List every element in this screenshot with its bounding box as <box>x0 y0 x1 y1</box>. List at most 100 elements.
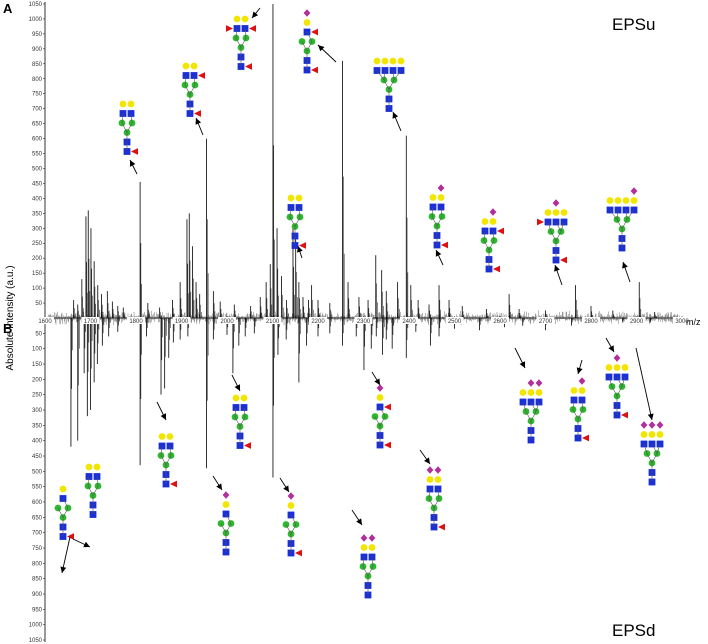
galactose-circle <box>373 57 381 65</box>
glycan-link <box>239 416 246 427</box>
annotation-arrowhead <box>60 566 67 573</box>
y-tick-label-b: 1000 <box>29 623 43 629</box>
glycan-link <box>165 455 172 466</box>
glycan-link <box>611 386 618 397</box>
galactose-circle <box>552 209 560 216</box>
sialic-diamond <box>613 354 621 362</box>
y-tick-label-b: 250 <box>32 393 43 399</box>
y-tick-label-b: 100 <box>32 347 43 353</box>
y-tick-label-b: 800 <box>32 561 43 567</box>
sialic-diamond <box>222 491 230 499</box>
glycan-link <box>160 445 163 456</box>
galactose-circle <box>233 15 241 23</box>
glycan-link <box>189 84 196 95</box>
annotation-arrowhead <box>318 45 325 52</box>
glycan-link <box>379 416 386 427</box>
sialic-diamond <box>426 466 434 474</box>
galactose-circle <box>376 394 384 401</box>
glycan-link <box>96 476 99 487</box>
galactose-circle <box>544 209 552 216</box>
y-tick-label-a: 1050 <box>29 2 43 8</box>
fucose-triangle <box>311 66 318 74</box>
glycan-link <box>483 230 486 241</box>
galactose-circle <box>59 485 67 493</box>
fucose-triangle <box>441 241 448 249</box>
galactose-circle <box>240 394 248 402</box>
y-tick-label-a: 750 <box>32 92 43 98</box>
glycan-link <box>621 376 626 387</box>
glycan-link <box>126 122 133 133</box>
glycan-link <box>383 70 386 81</box>
fucose-triangle <box>438 523 445 531</box>
sialic-diamond <box>489 208 497 216</box>
fucose-triangle <box>497 227 504 235</box>
glycan-link <box>301 41 308 52</box>
fucose-triangle <box>299 242 306 249</box>
y-tick-label-a: 400 <box>32 196 43 202</box>
x-tick-label: 1900 <box>175 319 189 325</box>
y-tick-label-a: 500 <box>32 166 43 172</box>
glycan-link <box>244 28 247 39</box>
y-tick-label-b: 1050 <box>29 638 43 644</box>
glycan-link <box>92 485 99 496</box>
sialic-diamond <box>437 184 445 192</box>
annotation-arrowhead <box>519 361 525 368</box>
annotation-arrowhead <box>608 345 614 352</box>
x-tick-label-bg <box>354 317 373 324</box>
glycan-link <box>184 84 191 95</box>
y-tick-label-b: 700 <box>32 531 43 537</box>
galactose-circle <box>481 218 489 225</box>
fucose-triangle <box>198 72 205 79</box>
annotation-arrowhead <box>622 262 628 269</box>
y-tick-label-a: 650 <box>32 122 43 128</box>
annotation-arrowhead <box>216 483 222 490</box>
galactose-circle <box>519 389 527 396</box>
glycan-link <box>87 476 90 487</box>
x-tick-label-bg <box>172 317 191 324</box>
galactose-circle <box>606 197 614 204</box>
annotation-arrowhead <box>374 378 380 385</box>
y-tick-label-b: 650 <box>32 515 43 521</box>
galactose-circle <box>437 194 445 201</box>
x-tick-label-bg <box>36 317 54 324</box>
glycan-link <box>298 207 301 218</box>
annotation-arrowhead <box>160 413 166 420</box>
y-tick-label-a: 250 <box>32 241 43 247</box>
glycan-link <box>243 407 246 418</box>
galactose-circle <box>578 387 586 394</box>
annotation-arrowhead <box>554 265 560 272</box>
glycan-link <box>608 376 613 387</box>
x-tick-label-bg <box>127 317 145 324</box>
galactose-circle <box>182 62 190 70</box>
y-tick-labels: 50 50 100 100 150 150 200 200 250 250 300 300 350 350… <box>29 2 45 644</box>
panel-a-sample-label: EPSu <box>612 15 655 34</box>
glycan-link <box>572 399 575 410</box>
galactose-circle <box>166 433 174 440</box>
glycan-link <box>646 453 653 464</box>
glycan-link <box>431 216 438 227</box>
glycan-link <box>87 485 94 496</box>
y-tick-label-a: 850 <box>32 62 43 68</box>
fucose-triangle <box>537 218 544 226</box>
galactose-circle <box>381 57 389 65</box>
y-tick-label-a: 1000 <box>29 17 43 23</box>
annotation-arrowhead <box>195 118 202 125</box>
annotation-arrowhead <box>356 518 362 525</box>
y-tick-label-a: 900 <box>32 47 43 53</box>
glycan-link <box>577 409 584 420</box>
galactose-circle <box>570 387 578 394</box>
y-tick-label-b: 50 <box>35 331 42 337</box>
glycan-link <box>530 401 537 412</box>
x-tick-label: 3000 <box>675 319 689 325</box>
y-tick-label-b: 850 <box>32 577 43 583</box>
glycan-annotations <box>54 7 664 599</box>
y-tick-label-a: 50 <box>35 301 42 307</box>
glycan-link <box>525 411 532 422</box>
y-tick-label-a: 800 <box>32 77 43 83</box>
glycan-link <box>374 416 381 427</box>
galactose-circle <box>640 431 648 438</box>
glycan-link <box>289 216 296 227</box>
y-tick-label-a: 450 <box>32 181 43 187</box>
annotation-arrowhead <box>252 11 259 18</box>
annotation-arrow <box>635 347 653 421</box>
